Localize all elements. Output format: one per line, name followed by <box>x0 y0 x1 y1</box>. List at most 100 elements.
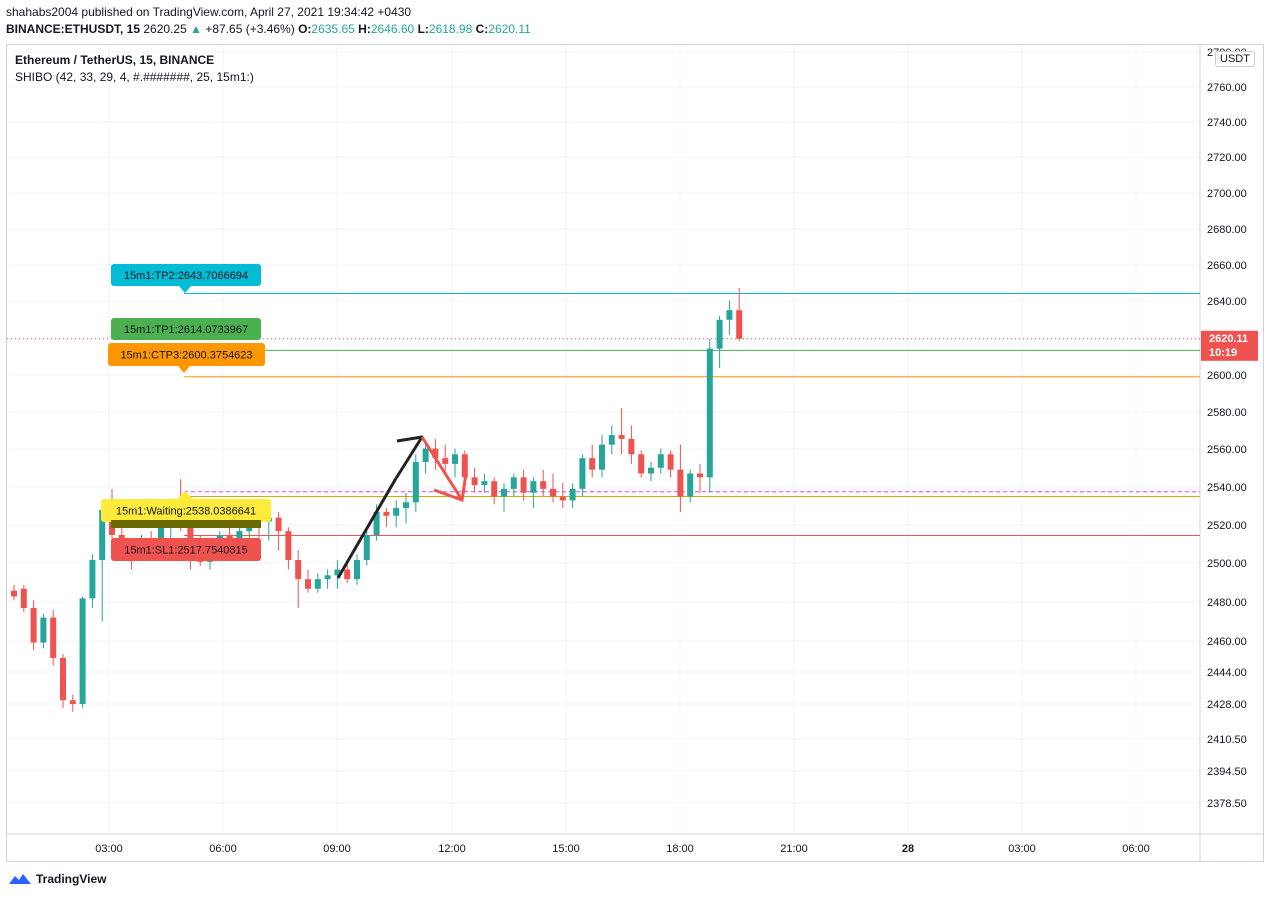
candle-body <box>20 588 27 608</box>
candle-body <box>520 477 527 493</box>
y-tick-label: 2760.00 <box>1207 82 1247 94</box>
candle-body <box>550 488 556 497</box>
candle-body <box>30 607 37 643</box>
last-price: 2620.25 <box>143 22 187 36</box>
candle-body <box>461 454 468 478</box>
high-value: 2646.60 <box>370 22 415 36</box>
x-tick-label: 21:00 <box>780 843 808 855</box>
y-tick-label: 2378.50 <box>1207 798 1247 810</box>
candle-body <box>432 448 439 459</box>
symbol: BINANCE:ETHUSDT, 15 <box>6 22 141 36</box>
y-tick-label: 2540.00 <box>1207 482 1247 494</box>
brand-label: TradingView <box>36 872 107 886</box>
candle-body <box>305 579 311 589</box>
low-value: 2618.98 <box>428 22 473 36</box>
level-label: 15m1:Waiting:2538.0386641 <box>101 491 271 528</box>
x-tick-label: 18:00 <box>666 843 694 855</box>
candle-body <box>60 657 66 701</box>
candle-body <box>540 481 547 489</box>
high-label: H: <box>358 22 371 36</box>
y-tick-label: 2500.00 <box>1207 558 1247 570</box>
y-tick-label: 2700.00 <box>1207 188 1247 200</box>
candle-body <box>187 519 194 555</box>
level-label-text: 15m1:TP2:2643.7066694 <box>124 270 248 282</box>
x-tick-label: 03:00 <box>95 843 123 855</box>
candle-body <box>530 481 537 493</box>
y-tick-label: 2460.00 <box>1207 636 1247 648</box>
y-tick-label: 2410.50 <box>1207 734 1247 746</box>
chart-legend-title: Ethereum / TetherUS, 15, BINANCE <box>15 53 215 67</box>
candle-body <box>471 477 478 486</box>
candle-body <box>726 310 733 320</box>
candle-body <box>412 461 419 503</box>
open-value: 2635.65 <box>311 22 355 36</box>
candle-body <box>354 559 360 580</box>
price-change: +87.65 (+3.46%) <box>205 22 295 36</box>
candle-body <box>510 477 517 489</box>
candle-body <box>393 508 400 516</box>
y-tick-label: 2720.00 <box>1207 152 1247 164</box>
level-label: 15m1:TP2:2643.7066694 <box>111 264 261 293</box>
close-value: 2620.11 <box>488 22 531 36</box>
candle-body <box>638 454 645 474</box>
candle-body <box>295 559 302 580</box>
x-tick-label: 09:00 <box>323 843 351 855</box>
candle-body <box>50 617 57 658</box>
candle-body <box>79 598 86 705</box>
candle-body <box>383 511 390 516</box>
level-label: 15m1:TP1:2614.0733967 <box>111 318 261 340</box>
y-tick-label: 2660.00 <box>1207 260 1247 272</box>
y-tick-label: 2580.00 <box>1207 407 1247 419</box>
level-label-text: 15m1:Waiting:2538.0386641 <box>116 506 256 518</box>
candle-body <box>324 575 331 580</box>
candle-body <box>11 590 17 597</box>
candle-body <box>599 444 605 470</box>
x-tick-label: 15:00 <box>552 843 580 855</box>
candle-body <box>422 448 429 462</box>
level-label-text: 15m1:SL1:2517.7540815 <box>124 545 248 557</box>
close-label: C: <box>475 22 489 36</box>
candle-body <box>677 469 684 497</box>
candle-body <box>89 559 96 599</box>
indicator-legend[interactable]: SHIBO (42, 33, 29, 4, #.#######, 25, 15m… <box>15 70 254 84</box>
tradingview-brand[interactable]: TradingView <box>8 872 106 886</box>
candle-body <box>608 435 615 445</box>
trend-arrow-down <box>420 436 464 501</box>
candle-body <box>648 467 654 474</box>
currency-label[interactable]: USDT <box>1215 51 1255 67</box>
candle-body <box>716 319 723 349</box>
candle-body <box>69 700 76 705</box>
level-label-text: 15m1:TP1:2614.0733967 <box>124 324 248 336</box>
candle-body <box>158 521 164 547</box>
y-tick-label: 2394.50 <box>1207 766 1247 778</box>
tradingview-logo-icon <box>9 874 31 884</box>
candle-body <box>363 534 370 560</box>
x-tick-label: 06:00 <box>209 843 237 855</box>
publisher-line: shahabs2004 published on TradingView.com… <box>6 5 412 19</box>
candle-body <box>736 310 743 339</box>
candle-body <box>618 435 625 439</box>
level-label: 15m1:SL1:2517.7540815 <box>111 538 261 561</box>
candle-body <box>687 473 694 497</box>
y-tick-label: 2600.00 <box>1207 370 1247 382</box>
candle-body <box>667 454 674 470</box>
candle-body <box>373 511 380 535</box>
trend-arrow-down-head <box>433 473 468 503</box>
candle-body <box>442 458 449 464</box>
candle-body <box>344 569 351 580</box>
candle-body <box>589 458 596 470</box>
candle-body <box>657 454 664 468</box>
level-label: 15m1:CTP3:2600.3754623 <box>108 343 265 373</box>
candle-body <box>314 579 321 589</box>
y-tick-label: 2428.00 <box>1207 699 1247 711</box>
y-tick-label: 2520.00 <box>1207 520 1247 532</box>
candle-body <box>569 488 576 501</box>
level-label-text: 15m1:CTP3:2600.3754623 <box>120 350 252 362</box>
y-tick-label: 2680.00 <box>1207 224 1247 236</box>
candle-body <box>501 488 507 497</box>
x-tick-label: 03:00 <box>1008 843 1036 855</box>
trend-arrow-up <box>336 435 424 579</box>
x-tick-label: 06:00 <box>1122 843 1150 855</box>
up-arrow-icon: ▲ <box>190 22 202 36</box>
